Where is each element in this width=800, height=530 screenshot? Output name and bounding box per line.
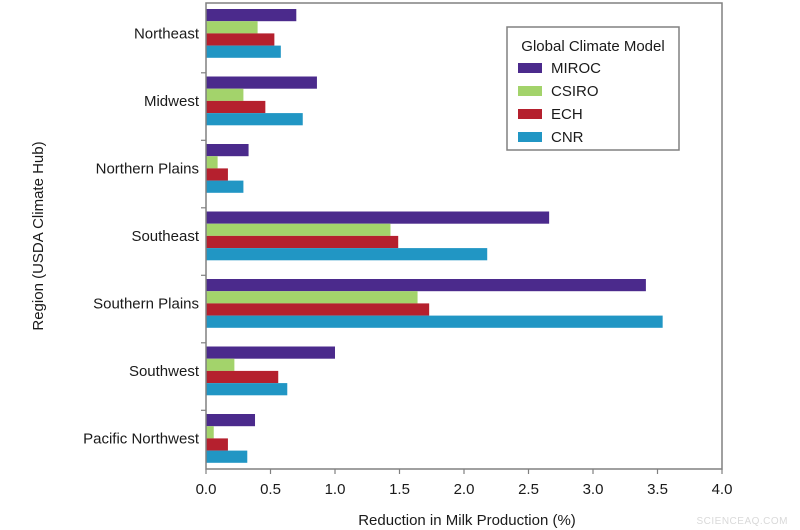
x-tick-label: 2.0 — [454, 481, 475, 498]
category-labels: Northeast Midwest Northern Plains Southeast… — [83, 25, 200, 447]
legend-title: Global Climate Model — [521, 38, 664, 55]
legend-items: MIROC CSIRO ECH CNR — [518, 60, 601, 146]
category-ticks — [201, 72, 206, 411]
category-label-northern-plains: Northern Plains — [96, 160, 199, 177]
bar-northern-plains-ech — [206, 168, 228, 181]
y-axis-title: Region (USDA Climate Hub) — [30, 141, 47, 330]
bar-midwest-cnr — [206, 113, 303, 126]
bar-northern-plains-cnr — [206, 180, 244, 193]
legend-swatch-miroc — [518, 63, 542, 73]
bars-layer — [206, 9, 663, 463]
legend: Global Climate Model MIROC CSIRO ECH CNR — [506, 26, 680, 151]
bar-northeast-csiro — [206, 21, 258, 34]
category-label-southern-plains: Southern Plains — [93, 295, 199, 312]
bar-southeast-csiro — [206, 223, 391, 236]
bar-southern-plains-csiro — [206, 291, 418, 304]
bar-southeast-miroc — [206, 211, 550, 224]
category-label-midwest: Midwest — [144, 93, 200, 110]
bar-southeast-ech — [206, 235, 399, 249]
legend-label-miroc: MIROC — [551, 60, 601, 77]
bar-northeast-ech — [206, 33, 275, 46]
bar-pacific-northwest-miroc — [206, 414, 256, 427]
x-tick-label: 1.5 — [389, 481, 410, 498]
bar-southeast-cnr — [206, 248, 488, 261]
bar-pacific-northwest-cnr — [206, 450, 248, 463]
category-label-pacific-northwest: Pacific Northwest — [83, 430, 200, 447]
x-tick-label: 3.0 — [583, 481, 604, 498]
bar-northern-plains-miroc — [206, 144, 249, 157]
bar-southwest-csiro — [206, 358, 235, 371]
legend-swatch-csiro — [518, 86, 542, 96]
bar-southwest-ech — [206, 370, 279, 384]
bar-southern-plains-ech — [206, 303, 430, 316]
x-axis-title: Reduction in Milk Production (%) — [358, 512, 576, 529]
bar-southwest-cnr — [206, 383, 288, 396]
legend-swatch-cnr — [518, 132, 542, 142]
bar-midwest-csiro — [206, 88, 244, 101]
bar-midwest-ech — [206, 100, 266, 114]
bar-southern-plains-cnr — [206, 315, 663, 328]
bar-southern-plains-miroc — [206, 279, 646, 292]
bar-pacific-northwest-ech — [206, 438, 228, 451]
legend-label-ech: ECH — [551, 106, 583, 123]
watermark: SCIENCEAQ.COM — [696, 516, 788, 527]
category-label-southwest: Southwest — [129, 363, 200, 380]
legend-swatch-ech — [518, 109, 542, 119]
bar-northeast-cnr — [206, 45, 281, 58]
category-label-northeast: Northeast — [134, 25, 200, 42]
bar-pacific-northwest-csiro — [206, 426, 214, 439]
x-tick-label: 1.0 — [325, 481, 346, 498]
bar-northeast-miroc — [206, 9, 297, 22]
legend-label-csiro: CSIRO — [551, 83, 599, 100]
x-tick-label: 4.0 — [712, 481, 733, 498]
bar-midwest-miroc — [206, 76, 317, 89]
x-tick-label: 0.5 — [260, 481, 281, 498]
legend-label-cnr: CNR — [551, 129, 584, 146]
category-label-southeast: Southeast — [131, 228, 199, 245]
x-tick-label: 0.0 — [196, 481, 217, 498]
x-tick-label: 2.5 — [518, 481, 539, 498]
x-axis-ticks: 0.0 0.5 1.0 1.5 2.0 2.5 3.0 3.5 4.0 — [196, 469, 733, 498]
bar-northern-plains-csiro — [206, 156, 218, 169]
x-tick-label: 3.5 — [647, 481, 668, 498]
bar-southwest-miroc — [206, 346, 335, 359]
